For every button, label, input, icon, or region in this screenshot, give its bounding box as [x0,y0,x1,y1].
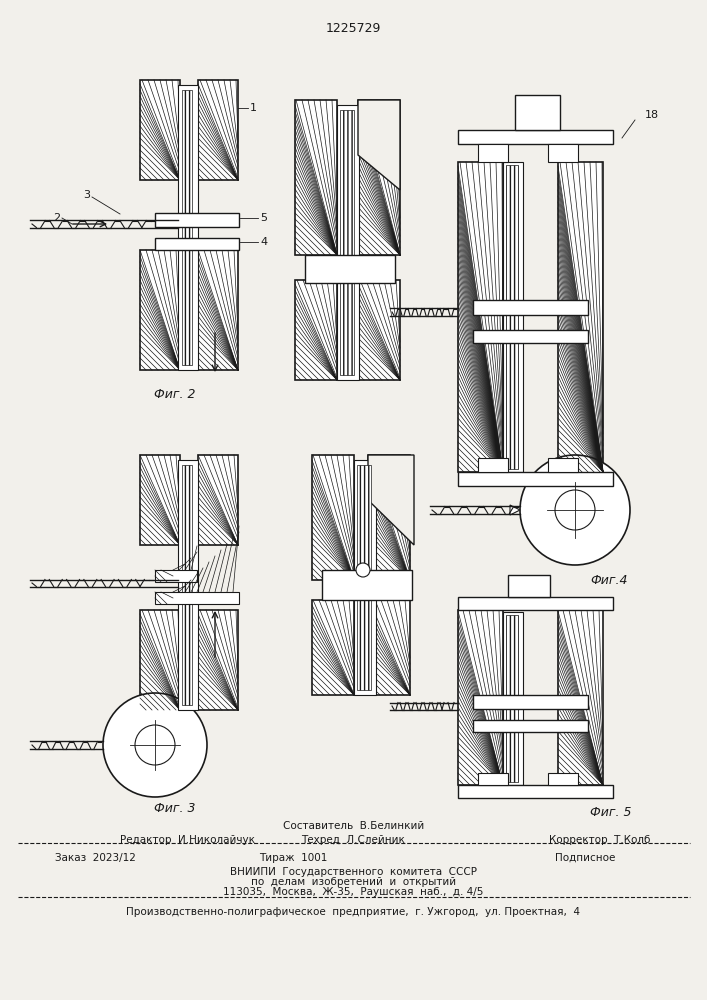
Bar [357,465,371,690]
Bar [458,130,613,144]
Bar [458,785,613,798]
Bar [198,80,238,180]
Circle shape [520,455,630,565]
Bar [178,85,198,370]
Bar [506,615,518,782]
Bar [322,570,412,600]
Text: Техред  Л.Слейник: Техред Л.Слейник [302,835,405,845]
Bar [198,455,238,545]
Text: 3: 3 [83,190,90,200]
Bar [155,570,197,582]
Circle shape [135,725,175,765]
Bar [178,460,198,710]
Polygon shape [510,505,520,515]
Bar [368,600,410,695]
Bar [458,610,503,785]
Bar [358,280,400,380]
Text: ВНИИПИ  Государственного  комитета  СССР: ВНИИПИ Государственного комитета СССР [230,867,477,877]
Bar [458,597,613,610]
Text: Производственно-полиграфическое  предприятие,  г. Ужгород,  ул. Проектная,  4: Производственно-полиграфическое предприя… [127,907,580,917]
Bar [140,80,180,180]
Bar [312,455,354,580]
Circle shape [555,490,595,530]
Text: Редактор  И.Николайчук: Редактор И.Николайчук [120,835,255,845]
Bar [155,238,239,250]
Bar [198,610,238,710]
Bar [548,458,578,472]
Bar [548,144,578,162]
Bar [478,458,508,472]
Bar [305,255,395,283]
Bar [182,465,192,705]
Bar [548,773,578,785]
Bar [478,144,508,162]
Bar [473,300,588,315]
Text: 4: 4 [260,237,267,247]
Bar [458,162,503,472]
Text: Подписное: Подписное [555,853,615,863]
Bar [337,105,359,380]
Bar [295,280,337,380]
Bar [473,695,588,709]
Bar [182,90,192,365]
Bar [473,330,588,343]
Bar [358,100,400,255]
Bar [506,165,518,469]
Bar [140,610,180,710]
Bar [354,460,376,695]
Text: Корректор  Т.Колб: Корректор Т.Колб [549,835,650,845]
Bar [155,592,239,604]
Bar [508,575,550,597]
Text: Составитель  В.Белинкий: Составитель В.Белинкий [283,821,424,831]
Text: Фиг. 5: Фиг. 5 [590,806,631,818]
Bar [155,213,239,227]
Text: Заказ  2023/12: Заказ 2023/12 [55,853,136,863]
Text: 1225729: 1225729 [326,21,381,34]
Bar [368,455,410,580]
Circle shape [103,693,207,797]
Text: 5: 5 [260,213,267,223]
Text: 1: 1 [250,103,257,113]
Bar [140,250,180,370]
Text: 2: 2 [53,213,60,223]
Text: Тираж  1001: Тираж 1001 [259,853,327,863]
Bar [295,100,337,255]
Text: 113035,  Москва,  Ж-35,  Раушская  наб.,  д. 4/5: 113035, Москва, Ж-35, Раушская наб., д. … [223,887,484,897]
Text: 18: 18 [645,110,659,120]
Bar [558,610,603,785]
Bar [473,720,588,732]
Bar [503,162,523,472]
Text: Фиг. 3: Фиг. 3 [154,802,196,814]
Circle shape [356,563,370,577]
Text: Фиг.4: Фиг.4 [590,574,628,586]
Bar [140,455,180,545]
Text: по  делам  изобретений  и  открытий: по делам изобретений и открытий [251,877,456,887]
Bar [558,162,603,472]
Bar [198,250,238,370]
Bar [340,110,354,375]
Bar [503,612,523,785]
Bar [478,773,508,785]
Polygon shape [368,455,414,545]
Bar [515,95,560,130]
Bar [312,600,354,695]
Text: Фиг. 2: Фиг. 2 [154,388,196,401]
Polygon shape [358,100,400,190]
Bar [458,472,613,486]
